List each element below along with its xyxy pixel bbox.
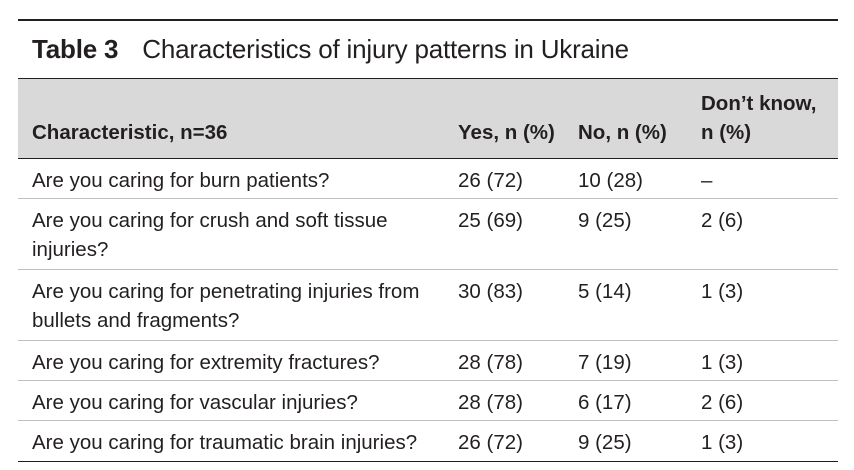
row-question: Are you caring for penetrating injuries … (32, 279, 420, 332)
table-body: Are you caring for burn patients? 26 (72… (18, 159, 838, 462)
header-characteristic: Characteristic, n=36 (32, 120, 228, 144)
row-dont-know-value: 1 (3) (701, 279, 744, 303)
header-dont-know: Don’t know, n (%) (701, 89, 816, 147)
row-question: Are you caring for crush and soft tissue… (32, 208, 388, 261)
row-dont-know-value: 2 (6) (701, 390, 744, 414)
injury-patterns-table: Table 3 Characteristics of injury patter… (18, 19, 838, 462)
row-yes-value: 30 (83) (458, 279, 523, 303)
row-dont-know-value: 1 (3) (701, 350, 744, 374)
table-top-rule (18, 19, 838, 21)
header-dont-know-line1: Don’t know, (701, 91, 817, 115)
row-yes-value: 26 (72) (458, 430, 523, 454)
row-no-value: 9 (25) (578, 430, 632, 454)
table-row: Are you caring for penetrating injuries … (18, 268, 838, 340)
table-row: Are you caring for extremity fractures? … (18, 339, 838, 380)
row-question: Are you caring for traumatic brain injur… (32, 430, 418, 454)
table-label: Table 3 (32, 33, 119, 64)
row-yes-value: 28 (78) (458, 350, 523, 374)
row-no-value: 5 (14) (578, 279, 632, 303)
row-question: Are you caring for burn patients? (32, 168, 330, 192)
row-no-value: 7 (19) (578, 350, 632, 374)
table-row: Are you caring for traumatic brain injur… (18, 419, 838, 461)
table-caption: Table 3 Characteristics of injury patter… (18, 21, 838, 78)
row-no-value: 10 (28) (578, 168, 643, 192)
row-dont-know-value: 1 (3) (701, 430, 744, 454)
row-question: Are you caring for extremity fractures? (32, 350, 380, 374)
table-title: Characteristics of injury patterns in Uk… (142, 33, 629, 64)
row-dont-know-value: 2 (6) (701, 208, 744, 232)
row-yes-value: 26 (72) (458, 168, 523, 192)
header-yes: Yes, n (%) (458, 120, 555, 144)
row-no-value: 6 (17) (578, 390, 632, 414)
table-row: Are you caring for vascular injuries? 28… (18, 379, 838, 420)
row-yes-value: 25 (69) (458, 208, 523, 232)
header-dont-know-line2: n (%) (701, 120, 752, 144)
header-no: No, n (%) (578, 120, 667, 144)
table-header: Characteristic, n=36 Yes, n (%) No, n (%… (18, 77, 838, 159)
row-question: Are you caring for vascular injuries? (32, 390, 358, 414)
row-no-value: 9 (25) (578, 208, 632, 232)
row-yes-value: 28 (78) (458, 390, 523, 414)
table-row: Are you caring for crush and soft tissue… (18, 197, 838, 269)
row-dont-know-value: – (701, 168, 713, 192)
table-row: Are you caring for burn patients? 26 (72… (18, 159, 838, 198)
